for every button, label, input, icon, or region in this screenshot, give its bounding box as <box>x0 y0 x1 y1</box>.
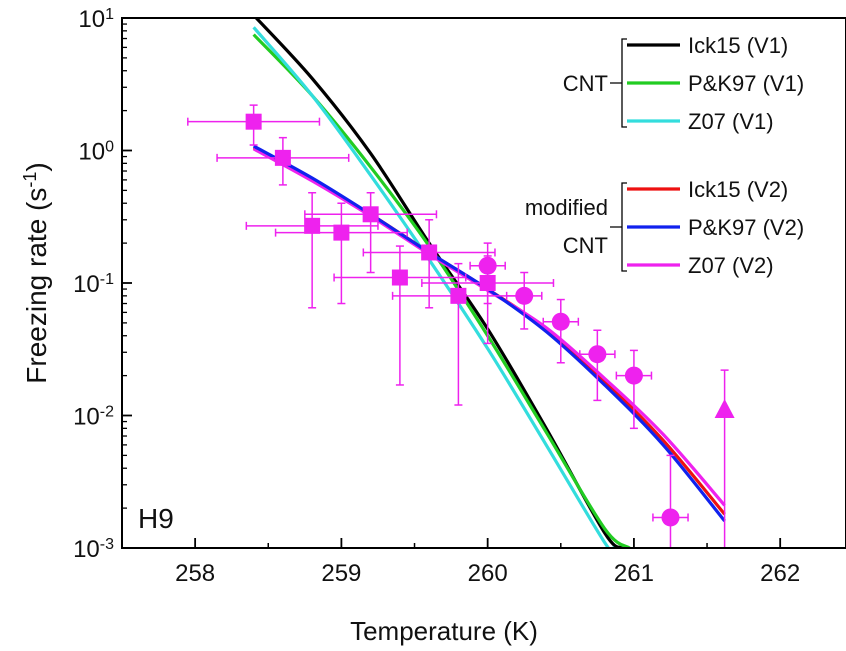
square-point-errorbar <box>274 202 408 305</box>
legend-entry-label: P&K97 (V1) <box>688 71 804 96</box>
legend-entry-label: Z07 (V1) <box>688 109 774 134</box>
x-tick-label: 262 <box>760 560 800 587</box>
y-tick-label: 10-2 <box>73 403 114 431</box>
square-marker <box>362 206 379 223</box>
legend-entry-label: Ick15 (V2) <box>688 177 788 202</box>
square-point-errorbar <box>391 262 525 406</box>
square-marker <box>391 269 408 286</box>
legend-entry-label: Ick15 (V1) <box>688 33 788 58</box>
legend-group-label-modified-cnt: CNT <box>563 233 608 258</box>
y-axis-label: Freezing rate (s-1) <box>20 162 52 383</box>
square-marker <box>421 244 438 261</box>
circle-marker <box>661 508 680 527</box>
legend: CNT modified CNT Ick15 (V1) P&K97 (V1) Z07… <box>525 33 804 278</box>
series-line-p-k97-v1 <box>252 33 631 548</box>
circle-marker <box>478 256 497 275</box>
axis-ticks: 258 259 260 261 262 10-3 10-2 10-1 100 101 <box>73 6 800 588</box>
plot-area <box>187 18 735 548</box>
data-markers <box>187 104 735 548</box>
legend-entry-label: P&K97 (V2) <box>688 215 804 240</box>
series-line-z07-v2 <box>252 147 726 507</box>
y-tick-label: 10-1 <box>73 271 114 299</box>
circle-marker <box>551 312 570 331</box>
legend-group-label-modified: modified <box>525 195 608 220</box>
square-marker <box>450 287 467 304</box>
y-tick-label: 101 <box>78 6 114 34</box>
circle-marker <box>624 366 643 385</box>
x-tick-label: 258 <box>175 560 215 587</box>
circle-marker <box>515 286 534 305</box>
legend-entry-label: Z07 (V2) <box>688 253 774 278</box>
y-tick-label: 10-3 <box>73 536 114 564</box>
circle-marker <box>588 345 607 364</box>
square-marker <box>304 217 321 234</box>
triangle-marker <box>714 399 735 419</box>
square-marker <box>245 113 262 130</box>
x-tick-label: 260 <box>468 560 508 587</box>
series-line-z07-v1 <box>252 26 616 548</box>
x-tick-label: 261 <box>614 560 654 587</box>
legend-bracket-modified-cnt <box>610 182 627 272</box>
triangle-point-errorbar <box>720 369 729 548</box>
legend-bracket-cnt <box>610 38 627 128</box>
panel-label: H9 <box>138 503 174 534</box>
square-marker <box>333 224 350 241</box>
square-marker <box>274 149 291 166</box>
legend-group-label-cnt: CNT <box>563 71 608 96</box>
y-tick-label: 100 <box>78 138 114 166</box>
x-axis-label: Temperature (K) <box>350 616 538 646</box>
x-tick-label: 259 <box>321 560 361 587</box>
